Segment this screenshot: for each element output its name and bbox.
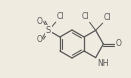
Text: O: O [116,39,122,49]
Text: O: O [37,35,43,44]
Text: S: S [46,26,51,35]
Text: Cl: Cl [104,13,111,22]
Text: O: O [37,17,43,26]
Text: Cl: Cl [57,12,64,21]
Text: NH: NH [98,59,109,68]
Text: Cl: Cl [81,12,89,21]
